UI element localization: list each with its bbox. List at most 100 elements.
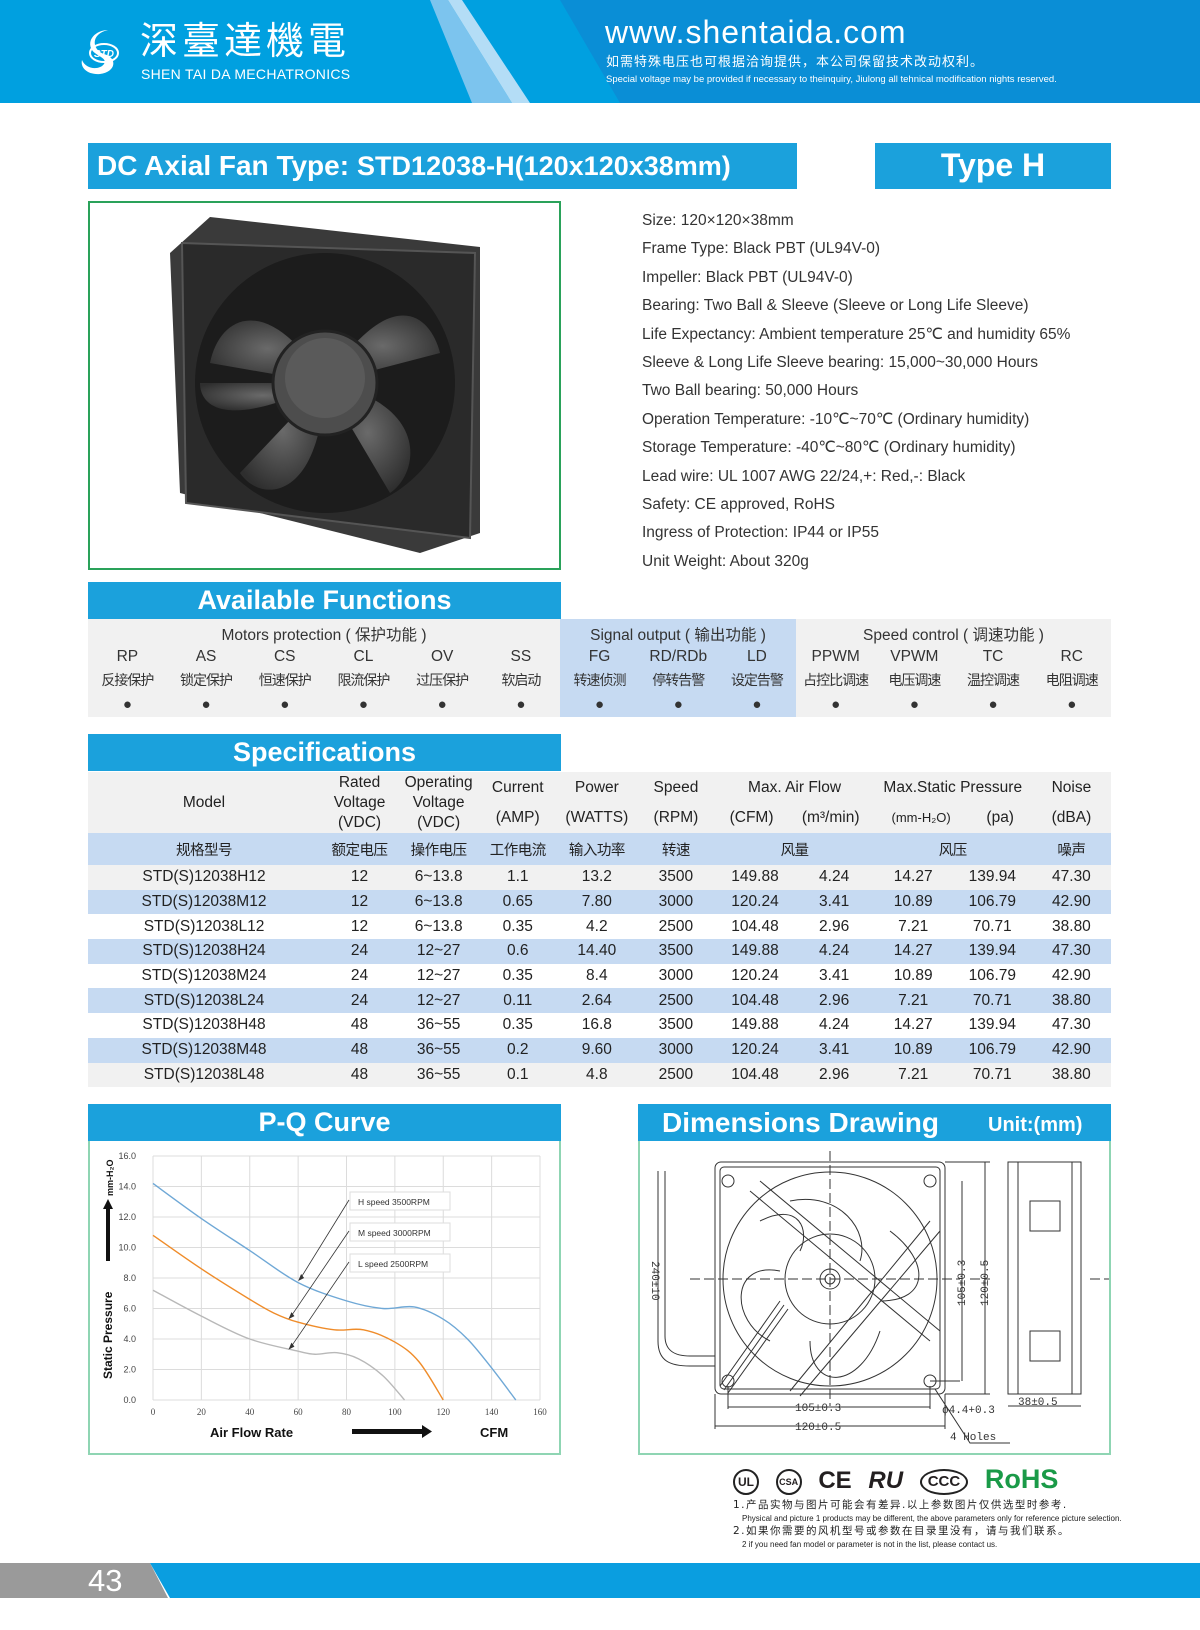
function-code: CS: [273, 648, 296, 665]
function-cl: CL 限流保护 ●: [324, 645, 403, 717]
ccc-mark-icon: CCC: [919, 1468, 969, 1495]
y-tick-label: 2.0: [123, 1365, 136, 1375]
table-cell: 106.79: [968, 967, 1016, 985]
col-pressure-cn: 风压: [873, 833, 1032, 865]
function-cn: 电压调速: [888, 673, 941, 689]
spec-item: Ingress of Protection: IP44 or IP55: [642, 524, 879, 542]
table-cell: 106.79: [968, 1041, 1016, 1059]
function-code: RC: [1060, 648, 1083, 665]
table-cell: STD(S)12038M48: [141, 1041, 267, 1059]
table-row: STD(S)12038L48 48 36~55 0.1 4.8 2500 104.48 2.9…: [88, 1062, 1111, 1088]
table-cell: 149.88: [731, 942, 779, 960]
col-operating-cn: 操作电压: [399, 833, 479, 865]
function-cs: CS 恒速保护 ●: [245, 645, 324, 717]
table-cell: 42.90: [1052, 967, 1091, 985]
legend-arrow: [290, 1261, 350, 1348]
table-cell: 24: [350, 942, 369, 960]
function-ss: SS 软启动 ●: [482, 645, 561, 717]
col-model: Model: [88, 772, 320, 833]
group-speed-control: Speed control ( 调速功能 ): [863, 627, 1044, 644]
table-cell: STD(S)12038M24: [141, 967, 267, 985]
table-cell: 7.80: [581, 893, 612, 911]
product-photo: [88, 201, 561, 570]
table-cell: 42.90: [1052, 1041, 1091, 1059]
table-cell: STD(S)12038H24: [142, 942, 266, 960]
table-cell: 14.40: [577, 942, 617, 960]
col-noise-cn: 噪声: [1031, 833, 1111, 865]
page-number: 43: [88, 1563, 123, 1598]
function-ld: LD 设定告警 ●: [718, 645, 797, 717]
function-code: OV: [430, 648, 454, 665]
ru-mark-icon: RU: [868, 1467, 904, 1494]
note-1-en: Physical and picture 1 products may be d…: [742, 1514, 1122, 1523]
page-header: [0, 0, 1200, 103]
col-rated-cn: 额定电压: [320, 833, 400, 865]
function-code: CL: [353, 648, 374, 665]
certification-marks: UL CSA CE RU CCC RoHS: [733, 1463, 1058, 1497]
col-airflow-cn: 风量: [715, 833, 874, 865]
function-mark: ●: [437, 696, 447, 713]
std-logo-icon: STD: [81, 30, 119, 75]
table-cell: 14.27: [893, 1016, 933, 1034]
y-axis-label: Static Pressure: [101, 1291, 115, 1379]
table-cell: 2.64: [581, 991, 612, 1009]
spec-item: Frame Type: Black PBT (UL94V-0): [642, 240, 881, 258]
function-code: SS: [510, 648, 532, 665]
function-cn: 反接保护: [101, 673, 154, 689]
table-cell: STD(S)12038L24: [143, 991, 265, 1009]
table-cell: 10.89: [893, 967, 933, 985]
x-tick-label: 160: [533, 1407, 547, 1417]
table-cell: 139.94: [968, 1016, 1016, 1034]
table-cell: 4.24: [819, 942, 850, 960]
table-cell: 12: [350, 868, 369, 886]
table-cell: 16.8: [581, 1016, 612, 1034]
note-2-cn: 2.如果你需要的风机型号或参数在目录里没有，请与我们联系。: [733, 1525, 1071, 1537]
dimensions-heading: Dimensions Drawing: [662, 1107, 939, 1138]
dimensions-drawing: 105±0.3 120±0.5 ϕ4.4+0.3 4 Holes 38±0.5 …: [638, 1141, 1140, 1455]
y-axis-unit: mm-H₂O: [105, 1159, 115, 1196]
table-cell: 1.1: [506, 868, 529, 886]
table-row: STD(S)12038L12 12 6~13.8 0.35 4.2 2500 104.48 2…: [88, 914, 1111, 940]
type-badge: Type H: [875, 143, 1111, 189]
table-cell: 149.88: [731, 1016, 779, 1034]
col-power: Power (WATTS): [557, 772, 637, 833]
function-fg: FG 转速侦测 ●: [560, 645, 639, 717]
table-cell: 0.35: [502, 917, 533, 935]
y-tick-label: 12.0: [118, 1212, 136, 1222]
table-row: STD(S)12038H24 24 12~27 0.6 14.40 3500 149.88 4…: [88, 939, 1111, 964]
table-cell: 9.60: [581, 1041, 612, 1059]
table-cell: 12~27: [416, 991, 461, 1009]
table-cell: 149.88: [731, 868, 779, 886]
x-tick-label: 100: [388, 1407, 402, 1417]
col-noise: Noise (dBA): [1031, 772, 1111, 833]
website-url[interactable]: www.shentaida.com: [605, 14, 907, 50]
function-vpwm: VPWM 电压调速 ●: [875, 645, 954, 717]
table-header-row: Model Rated Voltage (VDC) Operating Voltage…: [88, 772, 1111, 833]
footer-bar: [150, 1563, 1200, 1598]
col-pressure: Max.Static Pressure (mm-H₂O) (pa): [873, 772, 1032, 833]
pq-chart-svg: 0 20 40 60 80 100 120 140 160 0.0 2.0 4.0 6.0 8.0 10.0…: [101, 1151, 547, 1440]
table-cell: 6~13.8: [414, 868, 463, 886]
function-as: AS 锁定保护 ●: [167, 645, 246, 717]
fan-drawing-icon: 105±0.3 120±0.5 ϕ4.4+0.3 4 Holes 38±0.5 …: [648, 1151, 1140, 1444]
table-cell: 0.35: [502, 967, 533, 985]
col-power-cn: 输入功率: [557, 833, 637, 865]
function-mark: ●: [280, 696, 290, 713]
rohs-mark-icon: RoHS: [984, 1464, 1059, 1494]
x-axis-label: Air Flow Rate: [210, 1425, 293, 1440]
function-code: TC: [982, 648, 1004, 665]
function-code: LD: [747, 648, 767, 665]
function-mark: ●: [909, 696, 919, 713]
table-cell: 104.48: [731, 991, 779, 1009]
table-cell: 42.90: [1052, 893, 1091, 911]
table-cell: 106.79: [968, 893, 1016, 911]
function-cn: 软启动: [501, 673, 541, 689]
ce-mark-icon: CE: [818, 1467, 852, 1494]
function-code: PPWM: [811, 648, 860, 665]
dimensions-unit: Unit:(mm): [988, 1114, 1083, 1136]
arrow-head-icon: [288, 1342, 295, 1350]
table-cell: 12: [350, 893, 369, 911]
function-mark: ●: [831, 696, 841, 713]
table-cell: 48: [350, 1065, 369, 1083]
table-cell: 3000: [658, 1041, 694, 1059]
